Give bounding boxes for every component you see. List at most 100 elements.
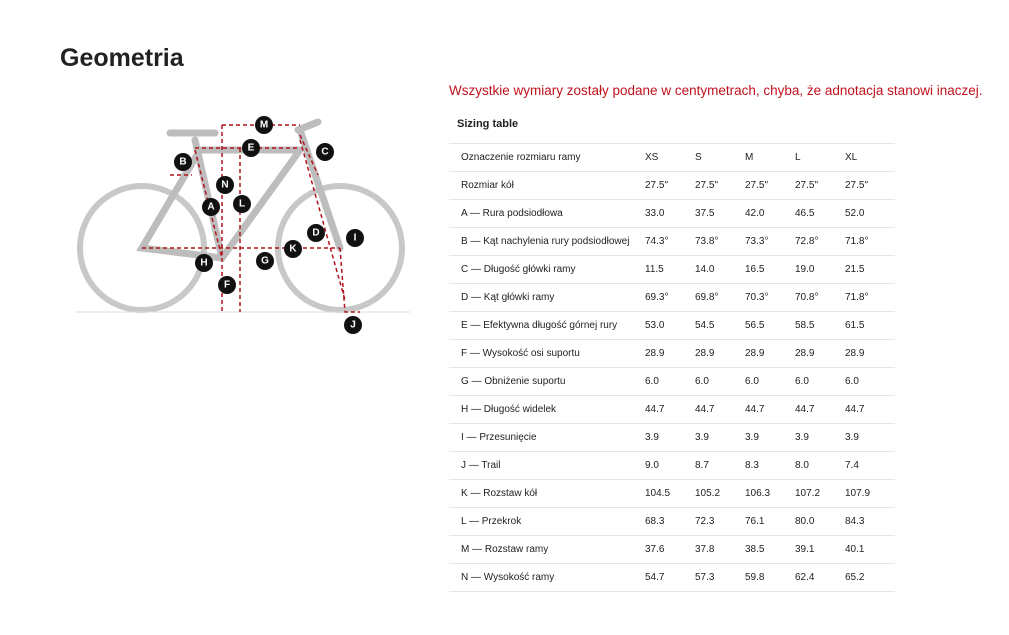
table-caption: Sizing table xyxy=(457,118,519,130)
cell-value: 28.9 xyxy=(745,339,795,368)
cell-value: 11.5 xyxy=(645,255,695,284)
cell-value: 74.3° xyxy=(645,227,695,256)
cell-value: 104.5 xyxy=(645,479,695,508)
cell-value: 3.9 xyxy=(695,423,745,452)
marker-dot xyxy=(346,229,364,247)
cell-value: 107.9 xyxy=(845,479,895,508)
cell-value: 39.1 xyxy=(795,535,845,564)
table-row: D — Kąt główki ramy 69.3° 69.8° 70.3° 70.8° 7… xyxy=(449,283,895,312)
cell-value: S xyxy=(695,143,745,172)
cell-value: 56.5 xyxy=(745,311,795,340)
marker-label: L xyxy=(239,199,245,210)
cell-label: L — Przekrok xyxy=(449,507,645,536)
marker-dot xyxy=(255,116,273,134)
cell-value: 37.6 xyxy=(645,535,695,564)
cell-value: 21.5 xyxy=(845,255,895,284)
cell-value: 27.5" xyxy=(795,171,845,200)
cell-value: 33.0 xyxy=(645,199,695,228)
cell-value: 44.7 xyxy=(845,395,895,424)
cell-value: 19.0 xyxy=(795,255,845,284)
cell-value: 76.1 xyxy=(745,507,795,536)
cell-label: A — Rura podsiodłowa xyxy=(449,199,645,228)
table-row: G — Obniżenie suportu 6.0 6.0 6.0 6.0 6.0 xyxy=(449,367,895,396)
cell-value: 27.5" xyxy=(695,171,745,200)
cell-label: M — Rozstaw ramy xyxy=(449,535,645,564)
cell-value: 44.7 xyxy=(695,395,745,424)
cell-label: C — Długość główki ramy xyxy=(449,255,645,284)
marker-label: A xyxy=(207,202,214,213)
cell-label: F — Wysokość osi suportu xyxy=(449,339,645,368)
cell-value: 54.7 xyxy=(645,563,695,592)
cell-label: E — Efektywna długość górnej rury xyxy=(449,311,645,340)
marker-dot xyxy=(344,316,362,334)
cell-value: 54.5 xyxy=(695,311,745,340)
marker-label: J xyxy=(350,320,356,331)
marker-label: G xyxy=(261,256,269,267)
marker-dot xyxy=(284,240,302,258)
cell-label: Oznaczenie rozmiaru ramy xyxy=(449,143,645,172)
cell-value: 44.7 xyxy=(645,395,695,424)
cell-value: 38.5 xyxy=(745,535,795,564)
cell-value: 42.0 xyxy=(745,199,795,228)
cell-value: 52.0 xyxy=(845,199,895,228)
cell-value: 44.7 xyxy=(795,395,845,424)
cell-label: N — Wysokość ramy xyxy=(449,563,645,592)
marker-dot xyxy=(242,139,260,157)
cell-label: J — Trail xyxy=(449,451,645,480)
cell-value: 72.3 xyxy=(695,507,745,536)
cell-label: Rozmiar kół xyxy=(449,171,645,200)
marker-dot xyxy=(307,224,325,242)
table-row: K — Rozstaw kół 104.5 105.2 106.3 107.2 107.9 xyxy=(449,479,895,508)
table-row: E — Efektywna długość górnej rury 53.0 54.… xyxy=(449,311,895,340)
marker-dot xyxy=(195,254,213,272)
table-row: M — Rozstaw ramy 37.6 37.8 38.5 39.1 40.1 xyxy=(449,535,895,564)
cell-value: 6.0 xyxy=(795,367,845,396)
cell-value: XL xyxy=(845,143,895,172)
cell-value: 8.0 xyxy=(795,451,845,480)
table-row: A — Rura podsiodłowa 33.0 37.5 42.0 46.5 52.0 xyxy=(449,199,895,228)
cell-value: 7.4 xyxy=(845,451,895,480)
cell-value: 6.0 xyxy=(845,367,895,396)
marker-dot xyxy=(316,143,334,161)
table-row: F — Wysokość osi suportu 28.9 28.9 28.9 28.9… xyxy=(449,339,895,368)
cell-value: 9.0 xyxy=(645,451,695,480)
cell-label: D — Kąt główki ramy xyxy=(449,283,645,312)
cell-value: 71.8° xyxy=(845,227,895,256)
cell-value: 28.9 xyxy=(645,339,695,368)
cell-value: 69.3° xyxy=(645,283,695,312)
cell-value: 28.9 xyxy=(845,339,895,368)
cell-value: 65.2 xyxy=(845,563,895,592)
cell-value: 3.9 xyxy=(845,423,895,452)
table-row: C — Długość główki ramy 11.5 14.0 16.5 19.0 2… xyxy=(449,255,895,284)
marker-label: N xyxy=(221,180,228,191)
cell-value: 28.9 xyxy=(695,339,745,368)
cell-value: 3.9 xyxy=(645,423,695,452)
cell-value: 70.8° xyxy=(795,283,845,312)
marker-label: E xyxy=(248,143,255,154)
marker-dot xyxy=(218,276,236,294)
cell-value: 3.9 xyxy=(745,423,795,452)
cell-value: 106.3 xyxy=(745,479,795,508)
cell-value: XS xyxy=(645,143,695,172)
cell-value: 53.0 xyxy=(645,311,695,340)
marker-label: M xyxy=(260,120,268,131)
cell-value: 6.0 xyxy=(645,367,695,396)
marker-label: K xyxy=(289,244,297,255)
table-row: Rozmiar kół 27.5" 27.5" 27.5" 27.5" 27.5" xyxy=(449,171,895,200)
marker-dot xyxy=(256,252,274,270)
cell-value: 28.9 xyxy=(795,339,845,368)
cell-value: 6.0 xyxy=(745,367,795,396)
note: Wszystkie wymiary zostały podane w centy… xyxy=(449,83,983,98)
table-row: H — Długość widelek 44.7 44.7 44.7 44.7 44.7 xyxy=(449,395,895,424)
marker-label: F xyxy=(224,280,230,291)
marker-label: H xyxy=(200,258,207,269)
cell-value: 69.8° xyxy=(695,283,745,312)
cell-value: 27.5" xyxy=(845,171,895,200)
marker-label: C xyxy=(321,147,328,158)
bike-diagram: M E C B NL A D K I H G F J xyxy=(75,116,410,334)
cell-value: 70.3° xyxy=(745,283,795,312)
cell-label: I — Przesunięcie xyxy=(449,423,645,452)
marker-dot xyxy=(202,198,220,216)
cell-value: 27.5" xyxy=(645,171,695,200)
